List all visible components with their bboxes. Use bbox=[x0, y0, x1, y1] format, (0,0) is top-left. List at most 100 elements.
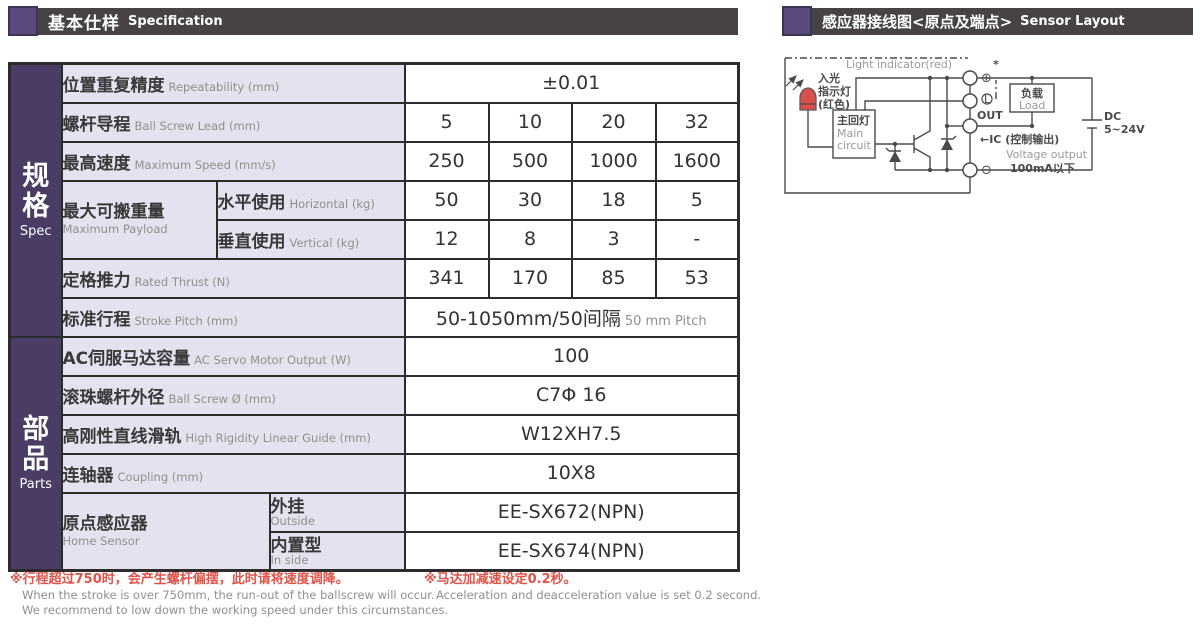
sidebar-spec-zh: 规格 bbox=[22, 160, 50, 222]
section-header-specification: 基本仕样 Specification bbox=[8, 6, 738, 36]
main-circuit-zh: 主回灯 bbox=[837, 113, 870, 127]
sidebar-parts-zh: 部品 bbox=[22, 413, 50, 475]
zener-bar bbox=[885, 147, 901, 152]
footnote-acceleration: ※马达加减速设定0.2秒。 Acceleration and deacceler… bbox=[424, 572, 761, 603]
value-cell: 500 bbox=[487, 140, 573, 182]
star-mark: * bbox=[993, 58, 999, 71]
value-sensor-outside: EE-SX672(NPN) bbox=[403, 491, 740, 533]
header-bar: 感应器接线图<原点及端点> Sensor Layout bbox=[812, 8, 1193, 35]
row-label-home-sensor: 原点感应器 Home Sensor bbox=[60, 491, 271, 572]
dc-range-label: 5~24V bbox=[1104, 123, 1145, 136]
value-cell: 1600 bbox=[654, 140, 740, 182]
table-row: 垂直使用 Vertical (kg) 12 8 3 - bbox=[10, 218, 740, 260]
value-cell: 18 bbox=[570, 179, 657, 221]
header-title-zh: 基本仕样 bbox=[48, 14, 120, 34]
value-ball-screw-dia: C7Φ 16 bbox=[403, 374, 740, 416]
dc-label: DC bbox=[1104, 110, 1121, 123]
voltage-output-label: Voltage output bbox=[1006, 148, 1088, 161]
value-cell: 5 bbox=[654, 179, 740, 221]
junction-dot bbox=[944, 75, 950, 81]
value-cell: 1000 bbox=[570, 140, 657, 182]
load-box bbox=[1009, 83, 1055, 113]
led-label-en: Light indicator(red) bbox=[846, 58, 952, 71]
load-label-en: Load bbox=[1019, 99, 1045, 112]
value-cell: 5 bbox=[403, 101, 490, 143]
row-label-rated-thrust: 定格推力 Rated Thrust (N) bbox=[60, 257, 406, 299]
table-row: 标准行程 Stroke Pitch (mm) 50-1050mm/50间隔 50 m… bbox=[10, 296, 740, 338]
value-coupling: 10X8 bbox=[403, 452, 740, 494]
junction-dot bbox=[1029, 123, 1035, 129]
sidebar-parts: 部品 Parts bbox=[8, 335, 63, 572]
header-title-en: Sensor Layout bbox=[1020, 14, 1125, 29]
value-cell: 341 bbox=[403, 257, 490, 299]
value-cell: 8 bbox=[487, 218, 573, 260]
accent-square-icon bbox=[8, 6, 38, 36]
main-circuit-en: Main bbox=[837, 127, 863, 140]
ic-label: ←IC (控制输出) bbox=[980, 132, 1059, 146]
table-row: 滚珠螺杆外径 Ball Screw Ø (mm) C7Φ 16 bbox=[10, 374, 740, 416]
value-linear-guide: W12XH7.5 bbox=[403, 413, 740, 455]
led-wire bbox=[807, 110, 833, 148]
junction-dot bbox=[944, 167, 950, 173]
section-header-sensor-layout: 感应器接线图<原点及端点> Sensor Layout bbox=[782, 6, 1193, 36]
footnote-zh: ※行程超过750时，会产生螺杆偏摆，此时请将速度调降。 bbox=[10, 572, 349, 587]
footnote-zh: ※马达加减速设定0.2秒。 bbox=[424, 572, 577, 587]
row-label-outside: 外挂 Outside bbox=[268, 491, 406, 533]
light-arrow-icon bbox=[792, 79, 804, 91]
transistor-collector bbox=[913, 78, 931, 141]
main-circuit-box bbox=[832, 109, 876, 159]
footnote-stroke: ※行程超过750时，会产生螺杆偏摆，此时请将速度调降。 When the str… bbox=[10, 572, 448, 618]
table-row: 螺杆导程 Ball Screw Lead (mm) 5 10 20 32 bbox=[10, 101, 740, 143]
value-cell: - bbox=[654, 218, 740, 260]
table-row: 定格推力 Rated Thrust (N) 341 170 85 53 bbox=[10, 257, 740, 299]
value-stroke: 50-1050mm/50间隔 50 mm Pitch bbox=[403, 296, 740, 338]
value-cell: 50 bbox=[403, 179, 490, 221]
terminal-minus bbox=[962, 162, 978, 178]
row-label-stroke: 标准行程 Stroke Pitch (mm) bbox=[60, 296, 406, 338]
footnote-en: Acceleration and deacceleration value is… bbox=[436, 587, 762, 602]
header-title-zh: 感应器接线图<原点及端点> bbox=[822, 13, 1013, 31]
table-row: 部品 Parts AC伺服马达容量 AC Servo Motor Output (… bbox=[8, 335, 740, 572]
row-label-servo-output: AC伺服马达容量 AC Servo Motor Output (W) bbox=[60, 335, 406, 377]
row-label-ball-screw-dia: 滚珠螺杆外径 Ball Screw Ø (mm) bbox=[60, 374, 406, 416]
table-row: 最高速度 Maximum Speed (mm/s) 250 500 1000 16… bbox=[10, 140, 740, 182]
value-cell: 32 bbox=[654, 101, 740, 143]
value-cell: 10 bbox=[487, 101, 573, 143]
junction-dot bbox=[1029, 75, 1035, 81]
value-sensor-inside: EE-SX674(NPN) bbox=[403, 530, 740, 572]
row-label-max-speed: 最高速度 Maximum Speed (mm/s) bbox=[60, 140, 406, 182]
led-indicator-icon bbox=[799, 87, 817, 111]
l-wire bbox=[864, 100, 963, 110]
header-bar: 基本仕样 Specification bbox=[38, 8, 738, 35]
value-cell: 53 bbox=[654, 257, 740, 299]
terminal-out bbox=[962, 118, 978, 134]
l-symbol: L bbox=[984, 93, 991, 106]
sidebar-parts-en: Parts bbox=[19, 476, 52, 492]
row-label-repeatability: 位置重复精度 Repeatability (mm) bbox=[60, 62, 406, 104]
light-arrow-icon bbox=[785, 75, 797, 87]
footnote-en: We recommend to low down the working spe… bbox=[22, 602, 449, 617]
row-label-linear-guide: 高刚性直线滑轨 High Rigidity Linear Guide (mm) bbox=[60, 413, 406, 455]
zener-diode-icon bbox=[889, 151, 901, 162]
row-label-coupling: 连轴器 Coupling (mm) bbox=[60, 452, 406, 494]
l-symbol-circle bbox=[981, 93, 993, 105]
terminal-l bbox=[962, 93, 978, 109]
terminal-plus bbox=[962, 70, 978, 86]
sidebar-spec: 规格 Spec bbox=[8, 62, 63, 338]
transistor-emitter bbox=[913, 147, 931, 170]
value-cell: 20 bbox=[570, 101, 657, 143]
row-label-max-payload: 最大可搬重量 Maximum Payload bbox=[60, 179, 218, 260]
zener-diode-icon bbox=[941, 139, 953, 150]
row-label-horizontal: 水平使用 Horizontal (kg) bbox=[215, 179, 406, 221]
value-cell: 170 bbox=[487, 257, 573, 299]
junction-dot bbox=[892, 141, 898, 147]
value-repeatability: ±0.01 bbox=[403, 62, 740, 104]
junction-dot bbox=[927, 167, 933, 173]
accent-square-icon bbox=[782, 6, 812, 36]
value-cell: 85 bbox=[570, 257, 657, 299]
row-label-inside: 内置型 In side bbox=[268, 530, 406, 572]
value-servo-output: 100 bbox=[403, 335, 740, 377]
row-label-vertical: 垂直使用 Vertical (kg) bbox=[215, 218, 406, 260]
row-label-ball-screw-lead: 螺杆导程 Ball Screw Lead (mm) bbox=[60, 101, 406, 143]
